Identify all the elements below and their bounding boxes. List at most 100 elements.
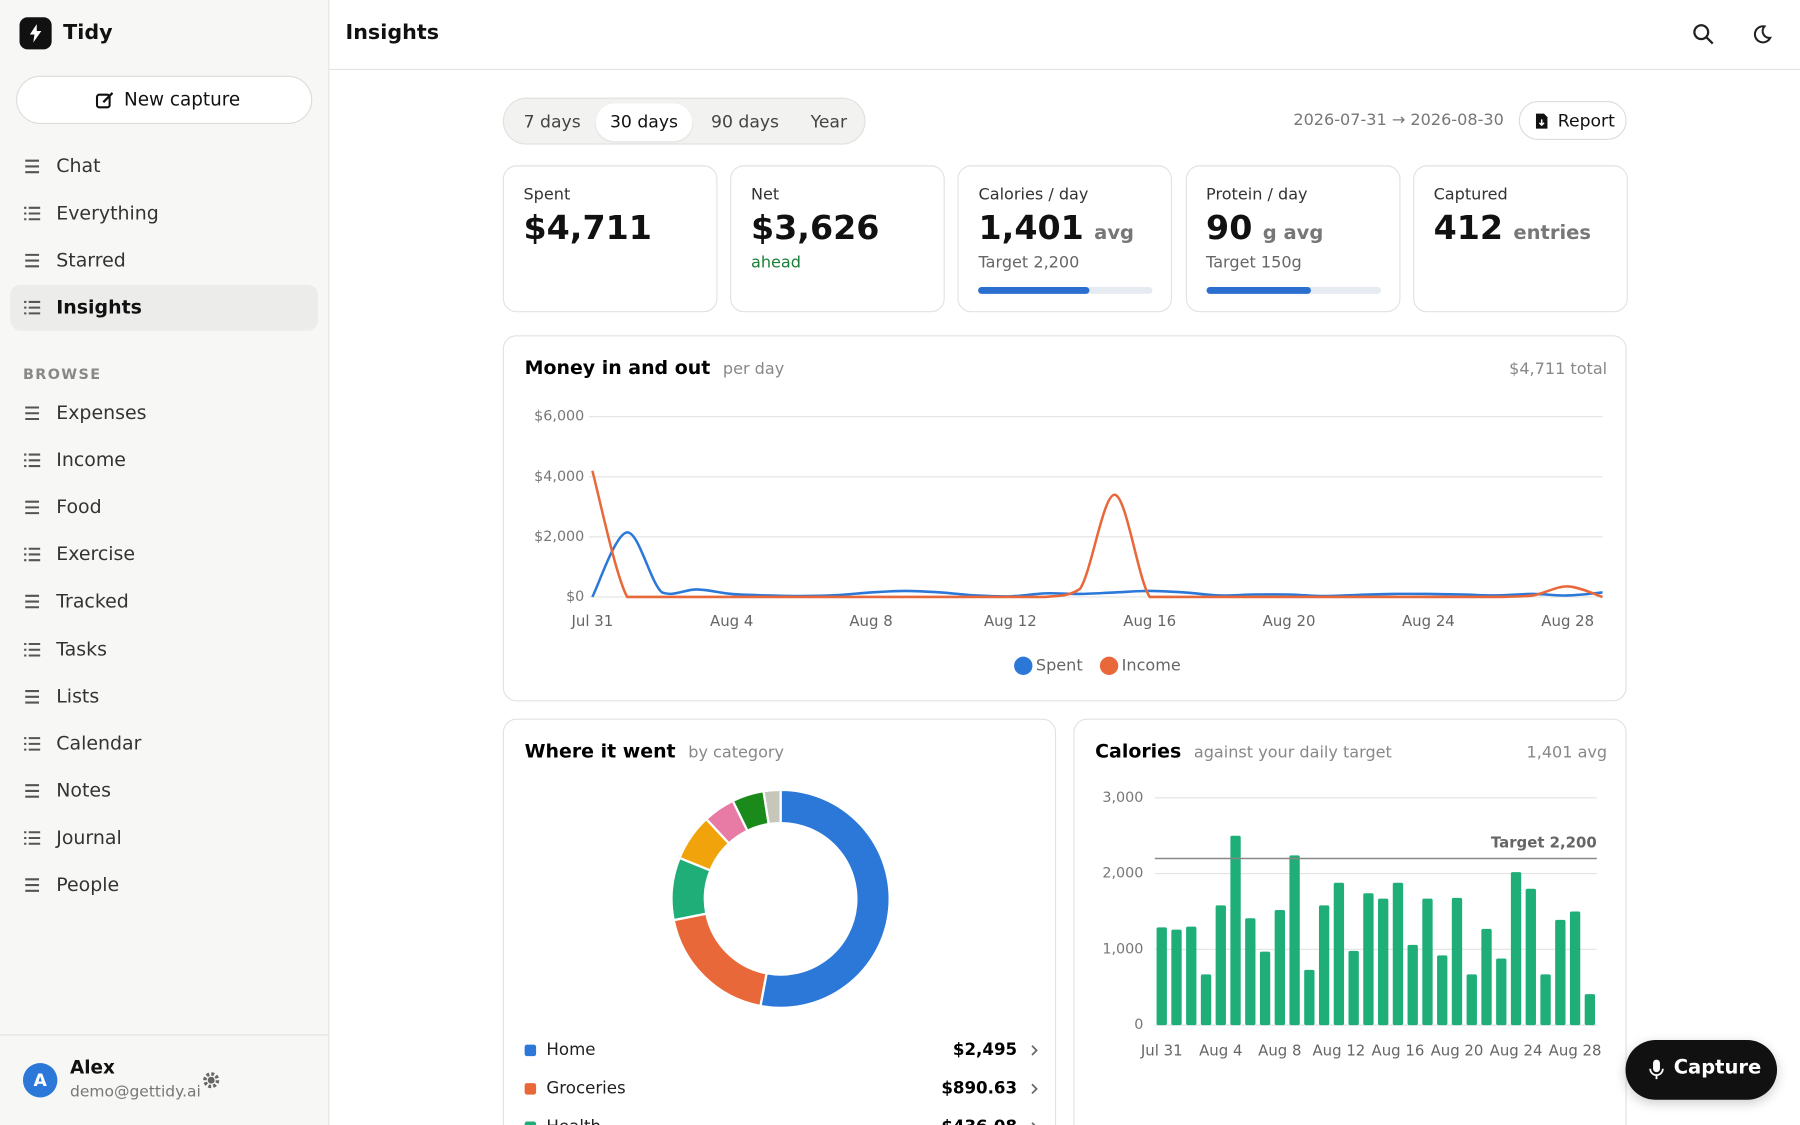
nav-item[interactable]: Everything (10, 191, 318, 237)
bar (1540, 974, 1551, 1026)
nav-icon (25, 500, 40, 515)
nav-label: People (56, 873, 120, 896)
theme-icon[interactable] (1751, 23, 1774, 46)
range-tab[interactable]: 90 days (710, 111, 780, 133)
y-tick-label: 3,000 (1102, 790, 1143, 806)
x-tick-label: Aug 24 (1490, 1042, 1543, 1060)
legend-label: Groceries (546, 1078, 625, 1097)
nav-icon-shape (25, 689, 40, 704)
nav-icon-shape (24, 453, 41, 468)
range-tab[interactable]: 30 days (595, 103, 693, 142)
bar (1245, 918, 1256, 1026)
nav-icon (24, 831, 41, 845)
nav-item[interactable]: Income (10, 437, 318, 483)
bar (1348, 950, 1359, 1026)
bar (1481, 928, 1492, 1026)
stat-value-row: 1,401 avg (979, 208, 1135, 247)
report-label: Report (1557, 110, 1615, 131)
line-series (591, 470, 1603, 599)
legend-swatch (1014, 656, 1033, 676)
x-tick-label: Aug 4 (1199, 1042, 1242, 1060)
report-button[interactable]: Report (1518, 101, 1627, 141)
bar (1378, 898, 1389, 1026)
nav-label: Journal (56, 826, 122, 849)
search-icon[interactable] (1692, 23, 1715, 46)
x-tick-label: Aug 4 (710, 612, 753, 630)
nav-icon-shape (25, 595, 40, 609)
bar (1525, 888, 1536, 1026)
progress-fill (1206, 286, 1311, 294)
settings-icon[interactable] (202, 1071, 220, 1089)
pie-slice (762, 788, 782, 826)
user-email: demo@gettidy.ai (70, 1082, 201, 1101)
divider (0, 1034, 329, 1036)
nav-item[interactable]: Starred (10, 238, 318, 284)
capture-button[interactable]: Capture (1625, 1040, 1778, 1100)
line-series (591, 531, 1603, 598)
target-label: Target 2,200 (1491, 834, 1597, 852)
progress-track (978, 286, 1154, 294)
stat-value-row: 412 entries (1434, 208, 1591, 247)
nav-icon (24, 453, 41, 468)
bar (1230, 835, 1241, 1026)
data-label: $890.63 (941, 1078, 1017, 1097)
nav-icon (24, 548, 41, 562)
money-card: Money in and out per day $4,711 total $0 $2,… (502, 335, 1627, 702)
nav-item[interactable]: People (10, 862, 318, 908)
legend-label: Health (546, 1117, 601, 1125)
legend-swatch (524, 1121, 537, 1125)
bar (1422, 898, 1433, 1026)
nav-label: Exercise (56, 543, 136, 566)
browse-label: BROWSE (22, 365, 102, 383)
user-name: Alex (70, 1056, 115, 1078)
nav-label: Lists (56, 684, 100, 707)
nav-item[interactable]: Notes (10, 768, 318, 814)
progress-fill (978, 286, 1090, 294)
nav-icon (25, 254, 40, 268)
nav-item[interactable]: Expenses (10, 390, 318, 436)
bar (1407, 944, 1418, 1026)
stat-target: Target 2,200 (978, 253, 1080, 273)
legend-label: Home (546, 1040, 595, 1059)
nav-icon (24, 301, 41, 315)
nav-item[interactable]: Lists (10, 673, 318, 719)
stat-value-row: 90 g avg (1206, 208, 1323, 247)
nav-item[interactable]: Tracked (10, 579, 318, 625)
x-tick-label: Aug 28 (1541, 612, 1594, 630)
avatar: A (22, 1063, 58, 1098)
brand: Tidy (63, 20, 113, 45)
nav-item[interactable]: Chat (10, 143, 318, 189)
range-tabs: 7 days 30 days 90 days Year (502, 97, 866, 145)
nav-item[interactable]: Insights (10, 285, 318, 331)
nav-icon (24, 736, 41, 751)
data-label: $2,495 (953, 1040, 1017, 1059)
nav-icon-shape (24, 206, 41, 221)
chart-title: Where it went (525, 740, 676, 762)
new-capture-button[interactable]: New capture (16, 75, 313, 124)
nav-label: Notes (56, 779, 111, 802)
nav-icon-shape (25, 159, 40, 174)
nav-item[interactable]: Tasks (10, 626, 318, 672)
nav-icon (25, 159, 40, 174)
nav-label: Starred (56, 249, 126, 272)
nav-item[interactable]: Exercise (10, 532, 318, 578)
range-tab[interactable]: Year (810, 111, 848, 133)
x-tick-label: Jul 31 (1140, 1042, 1183, 1060)
stat-unit: g avg (1262, 221, 1324, 245)
nav-icon-shape (24, 642, 41, 656)
nav-item[interactable]: Food (10, 485, 318, 531)
legend: Spent Income (1014, 655, 1181, 676)
nav-item[interactable]: Calendar (10, 721, 318, 767)
stat-value: $4,711 (523, 207, 652, 247)
bar (1451, 897, 1463, 1026)
logo (19, 17, 52, 50)
bar (1466, 974, 1477, 1026)
bar (1171, 929, 1182, 1026)
bar (1156, 927, 1167, 1026)
money-chart: Money in and out per day $4,711 total $0 $2,… (525, 357, 1607, 676)
nav-label: Expenses (56, 401, 147, 424)
chart-subtitle: per day (723, 359, 785, 378)
nav-item[interactable]: Journal (10, 815, 318, 861)
bar (1584, 994, 1596, 1026)
range-tab[interactable]: 7 days (523, 111, 581, 133)
